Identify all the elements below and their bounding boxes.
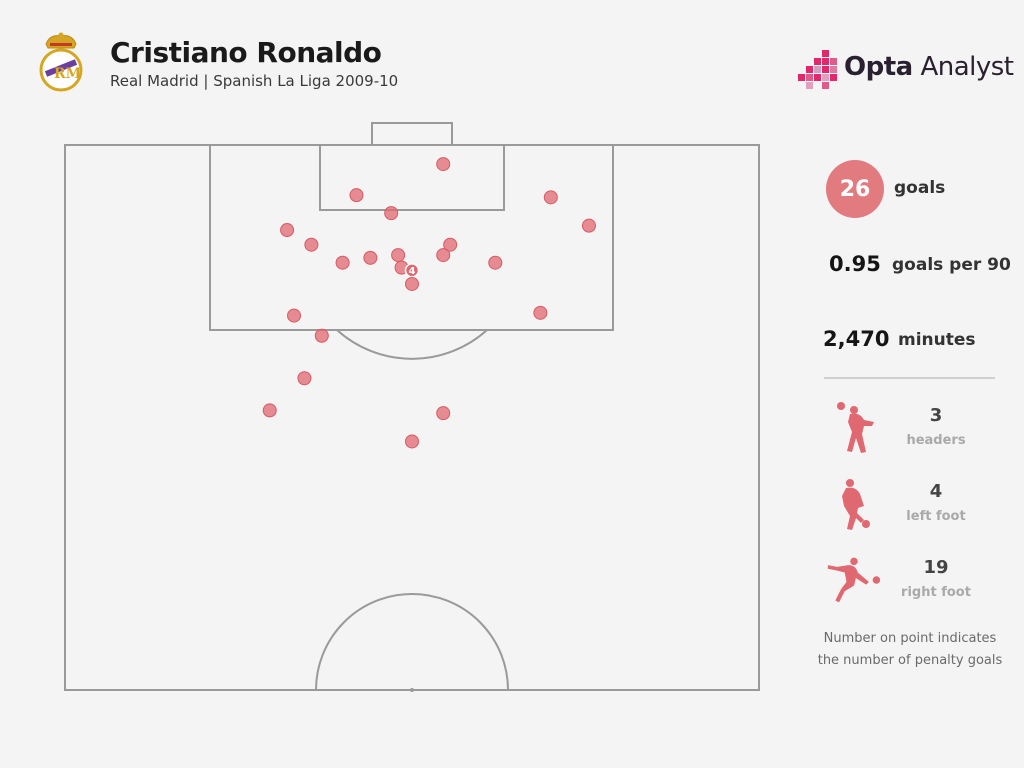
shot-point: [443, 237, 458, 252]
penalty-note-line-1: Number on point indicates: [823, 631, 997, 646]
goals-per-90-value: 0.95: [829, 252, 881, 276]
six-yard-box: [319, 144, 505, 211]
shot-point: [405, 276, 419, 291]
page-title: Cristiano Ronaldo: [110, 36, 382, 69]
penalty-arc: [336, 329, 488, 360]
penalty-note: Number on point indicates the number of …: [810, 628, 1010, 672]
right-foot-count: 19: [923, 557, 949, 578]
shot-point: [384, 206, 399, 221]
header-player-icon: [837, 402, 874, 453]
shot-point: [262, 403, 277, 418]
shot-point: [436, 406, 451, 421]
shot-point: [436, 157, 451, 172]
goal: [371, 122, 453, 146]
real-madrid-crest-icon: RM: [39, 32, 83, 92]
centre-spot: [410, 688, 414, 692]
penalty-shot-point: [404, 263, 420, 278]
minutes-label: minutes: [898, 330, 976, 350]
right-foot-player-icon: [827, 557, 881, 603]
penalty-area: [209, 144, 614, 331]
left-foot-label: left foot: [906, 509, 966, 524]
shot-point: [297, 371, 312, 386]
shot-point: [391, 248, 406, 263]
shot-point: [543, 190, 558, 205]
shot-points-layer: 4: [262, 157, 596, 449]
opta-logo-icon: [798, 50, 837, 89]
centre-circle: [315, 593, 509, 691]
shot-point: [581, 218, 596, 233]
svg-text:RM: RM: [54, 66, 81, 82]
goals-count-circle: 26: [826, 160, 884, 218]
shot-point: [488, 255, 503, 270]
goals-label: goals: [894, 178, 946, 198]
shot-point: [314, 328, 329, 343]
shot-point: [436, 248, 451, 263]
shot-point: [304, 237, 319, 252]
goals-per-90-label: goals per 90: [892, 255, 1011, 275]
brand-word-opta: Opta: [844, 52, 913, 82]
stats-divider: [824, 377, 995, 379]
brand-word-analyst: Analyst: [920, 52, 1014, 82]
pitch-outline: [64, 144, 760, 691]
minutes-value: 2,470: [823, 327, 890, 351]
opta-analyst-logo: Opta Analyst: [798, 48, 1014, 90]
left-foot-count: 4: [929, 481, 943, 502]
headers-count: 3: [929, 405, 943, 426]
shot-point: [287, 308, 302, 323]
page-subtitle: Real Madrid | Spanish La Liga 2009-10: [110, 72, 399, 90]
right-foot-label: right foot: [901, 585, 971, 600]
shot-point: [363, 250, 378, 265]
shot-point: [335, 255, 350, 270]
left-foot-player-icon: [842, 479, 870, 530]
shot-point: [533, 305, 548, 320]
penalty-count-label: 4: [409, 266, 416, 277]
shot-point: [280, 223, 295, 238]
shot-point: [405, 434, 419, 449]
shot-point: [349, 188, 364, 203]
headers-label: headers: [906, 433, 966, 448]
penalty-note-line-2: the number of penalty goals: [817, 653, 1003, 668]
